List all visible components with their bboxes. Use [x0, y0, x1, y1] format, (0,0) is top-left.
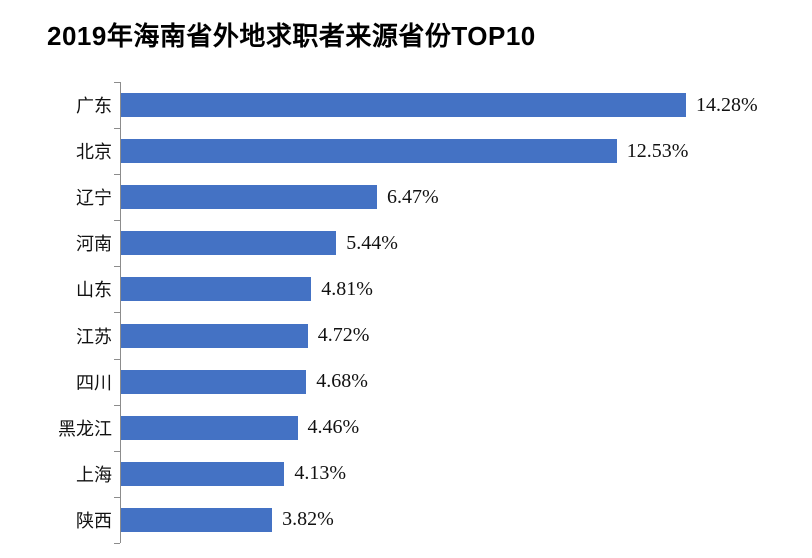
bar-row: 辽宁 6.47%: [76, 174, 800, 220]
bar-row: 广东 14.28%: [76, 82, 800, 128]
bar-row: 上海 4.13%: [76, 450, 800, 497]
value-label: 6.47%: [387, 185, 439, 208]
category-label: 辽宁: [76, 188, 112, 209]
bar: [121, 415, 298, 440]
category-label: 四川: [76, 372, 112, 393]
value-label: 4.81%: [321, 277, 373, 300]
category-label: 江苏: [76, 326, 112, 347]
bar: [121, 323, 308, 348]
bar: [121, 507, 273, 532]
bar: [121, 231, 337, 256]
bar-row: 陕西 3.82%: [76, 496, 800, 545]
plot-area: 广东 14.28% 北京 12.53% 辽宁 6.47% 河南 5.44% 山东…: [58, 82, 800, 545]
category-label: 陕西: [76, 510, 112, 531]
bar-row: 河南 5.44%: [76, 220, 800, 266]
bar-row: 山东 4.81%: [76, 266, 800, 312]
bar-row: 四川 4.68%: [76, 358, 800, 405]
value-label: 12.53%: [626, 139, 689, 162]
bar-row: 北京 12.53%: [76, 128, 800, 174]
category-label: 山东: [76, 280, 112, 301]
bar: [121, 277, 312, 302]
value-label: 14.28%: [696, 93, 758, 116]
category-label: 河南: [76, 234, 112, 255]
value-label: 5.44%: [346, 231, 398, 254]
category-label: 上海: [76, 464, 112, 485]
category-label: 北京: [76, 142, 112, 163]
category-label: 广东: [76, 96, 112, 117]
bar: [121, 369, 307, 394]
bar-row: 江苏 4.72%: [76, 312, 800, 358]
bar: [121, 185, 377, 210]
value-label: 4.13%: [294, 462, 347, 485]
value-label: 4.68%: [316, 370, 368, 393]
bar-row: 黑龙江 4.46%: [58, 404, 800, 451]
bar: [121, 139, 617, 164]
value-label: 4.72%: [317, 324, 370, 347]
category-label: 黑龙江: [58, 418, 112, 439]
bar: [121, 461, 285, 486]
value-label: 4.46%: [307, 416, 360, 439]
chart-title: 2019年海南省外地求职者来源省份TOP10: [47, 21, 536, 51]
bar: [121, 93, 686, 118]
value-label: 3.82%: [282, 508, 334, 531]
